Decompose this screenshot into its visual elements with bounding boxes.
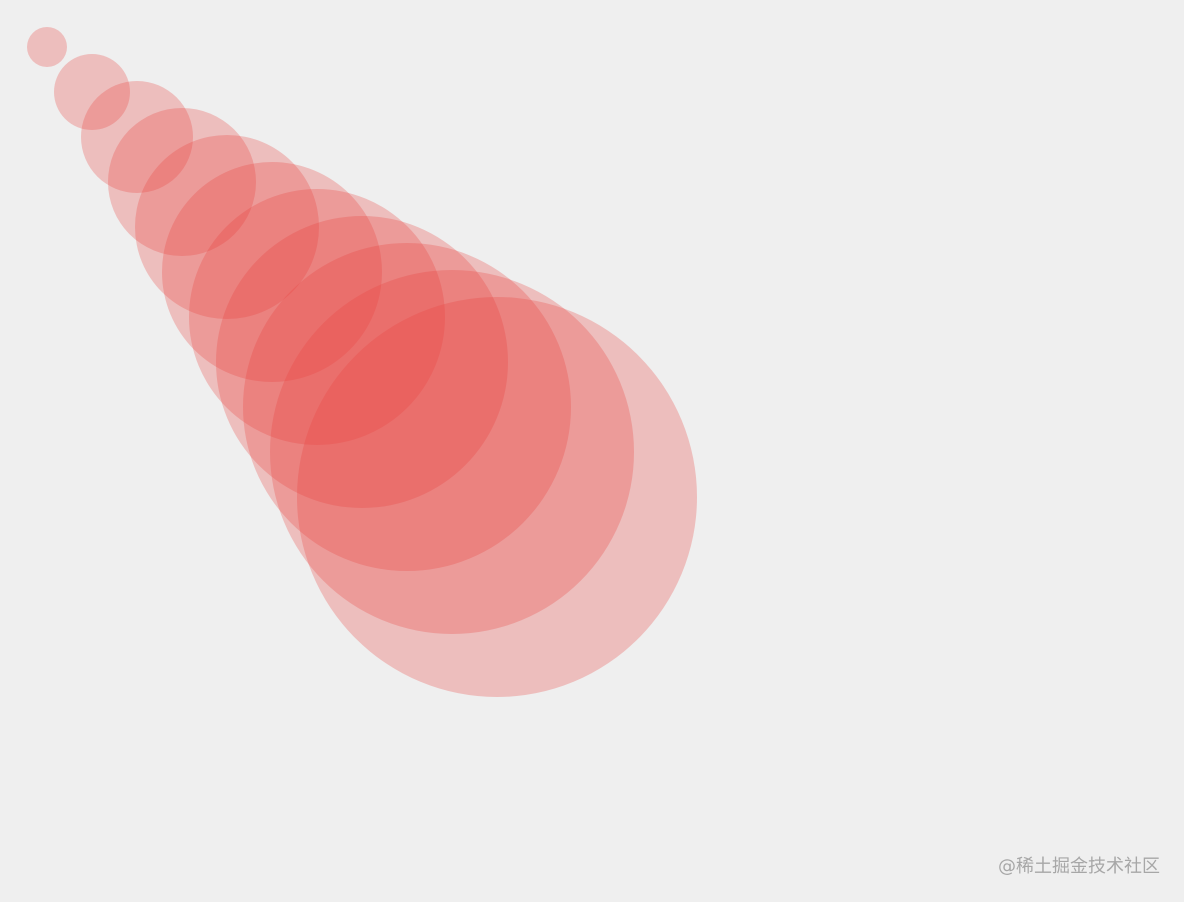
watermark: @稀土掘金技术社区 — [998, 856, 1160, 877]
circle — [243, 243, 571, 571]
circle — [135, 135, 319, 319]
circle — [54, 54, 130, 130]
circle — [297, 297, 697, 697]
circle — [108, 108, 256, 256]
circle — [81, 81, 193, 193]
circle — [162, 162, 382, 382]
circle — [27, 27, 67, 67]
circle — [270, 270, 634, 634]
circle — [189, 189, 445, 445]
circle — [216, 216, 508, 508]
circle-trail — [27, 27, 697, 697]
